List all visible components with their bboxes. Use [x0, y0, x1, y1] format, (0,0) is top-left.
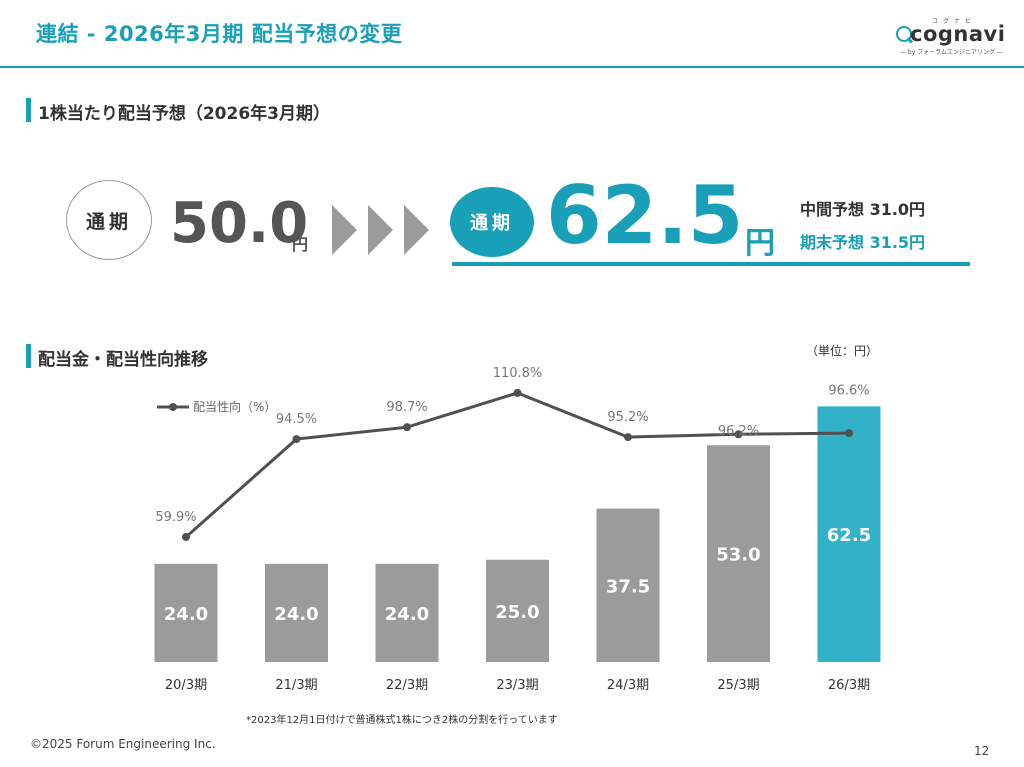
payout-ratio-point: [845, 429, 853, 438]
chart-legend: 配当性向（%）: [157, 399, 276, 414]
title-divider: [0, 66, 1024, 68]
year-end-forecast: 期末予想 31.5円: [800, 233, 926, 252]
x-tick-label: 26/3期: [828, 678, 870, 693]
payout-ratio-label: 59.9%: [155, 510, 196, 525]
payout-ratio-point: [513, 388, 522, 397]
section-marker: [26, 98, 31, 122]
before-label-oval: 通期: [66, 180, 152, 260]
x-tick-label: 20/3期: [165, 678, 207, 693]
dividend-bar-label: 37.5: [606, 576, 650, 597]
footnote: *2023年12月1日付けで普通株式1株につき2株の分割を行っています: [246, 715, 558, 726]
payout-ratio-label: 94.5%: [276, 412, 317, 427]
dividend-bar: [265, 563, 328, 662]
logo-ring-icon: [896, 26, 912, 42]
after-label-oval: 通期: [450, 187, 534, 257]
arrow-right-icon: [332, 205, 429, 255]
payout-ratio-label: 110.8%: [493, 366, 543, 381]
dividend-bar: [596, 508, 660, 662]
logo-subtitle: — by フォーラムエンジニアリング —: [900, 49, 1003, 56]
section-marker: [26, 344, 31, 368]
before-unit: 円: [292, 235, 309, 254]
payout-ratio-point: [182, 532, 190, 541]
logo-word: cognavi: [910, 22, 1006, 46]
cognavi-logo: コグナビ cognavi — by フォーラムエンジニアリング —: [896, 16, 1006, 60]
payout-ratio-label: 96.6%: [828, 383, 869, 398]
dividend-bar-label: 24.0: [385, 604, 429, 625]
payout-ratio-label: 95.2%: [607, 410, 648, 425]
legend-label: 配当性向（%）: [193, 399, 276, 414]
after-underline: [452, 262, 970, 266]
x-tick-label: 21/3期: [275, 678, 317, 693]
section-title-dividend-trend: 配当金・配当性向推移: [38, 350, 208, 370]
dividend-bar: [817, 406, 881, 662]
dividend-bar-label: 62.5: [827, 525, 871, 546]
interim-forecast: 中間予想 31.0円: [800, 200, 926, 219]
payout-ratio-point: [403, 423, 411, 432]
x-tick-label: 25/3期: [717, 678, 759, 693]
after-value: 62.5: [546, 169, 744, 262]
logo-ruby: コグナビ: [932, 18, 977, 25]
dividend-bar-label: 24.0: [164, 604, 208, 625]
page-title: 連結 - 2026年3月期 配当予想の変更: [36, 22, 403, 46]
dividend-bar: [154, 563, 218, 662]
after-unit: 円: [745, 226, 775, 261]
dividend-bar: [707, 445, 770, 662]
x-tick-label: 23/3期: [496, 678, 538, 693]
payout-ratio-point: [624, 433, 632, 442]
x-tick-label: 24/3期: [607, 678, 649, 693]
section-title-forecast: 1株当たり配当予想（2026年3月期）: [38, 104, 330, 124]
page-number: 12: [974, 744, 990, 758]
copyright: ©2025 Forum Engineering Inc.: [30, 737, 216, 751]
payout-ratio-label: 96.2%: [718, 424, 759, 439]
payout-ratio-point: [734, 430, 743, 439]
legend-marker: [169, 403, 177, 411]
before-value: 50.0: [170, 191, 309, 256]
dividend-bar-label: 53.0: [716, 545, 760, 566]
payout-ratio-label: 98.7%: [386, 400, 427, 415]
dividend-bar-label: 25.0: [495, 602, 539, 623]
payout-ratio-point: [292, 435, 301, 444]
dividend-bar-label: 24.0: [274, 604, 318, 625]
dividend-bar: [375, 563, 439, 662]
x-tick-label: 22/3期: [386, 678, 428, 693]
unit-label: （単位：円）: [806, 344, 879, 358]
dividend-bar: [486, 559, 549, 662]
